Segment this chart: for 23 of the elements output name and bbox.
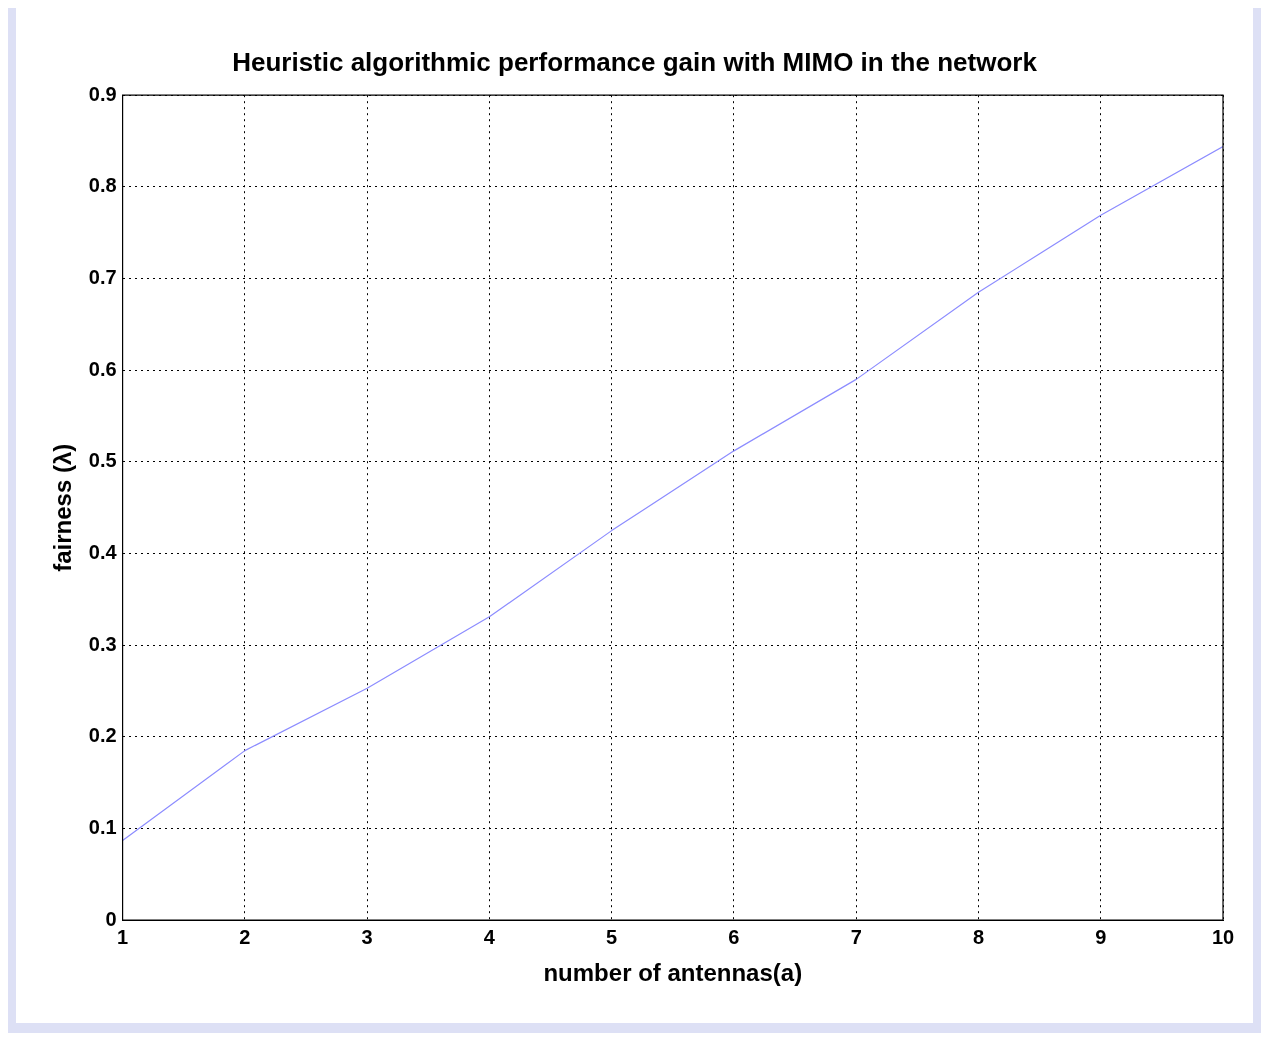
x-axis-title: number of antennas(a) bbox=[543, 959, 803, 987]
x-tick-label: 6 bbox=[728, 925, 740, 948]
x-tick-label: 5 bbox=[606, 925, 618, 948]
y-tick-label: 0.3 bbox=[88, 632, 117, 655]
y-tick-label: 0.2 bbox=[88, 724, 117, 747]
y-tick-label: 0.4 bbox=[88, 541, 118, 564]
chart-title: Heuristic algorithmic performance gain with MIMO in the network bbox=[232, 46, 1038, 77]
y-tick-label: 0.5 bbox=[88, 449, 117, 472]
x-tick-label: 10 bbox=[1211, 925, 1235, 948]
y-tick-label: 0.9 bbox=[88, 82, 117, 105]
y-tick-label: 0.6 bbox=[88, 357, 117, 380]
y-tick-label: 0 bbox=[105, 907, 117, 930]
y-tick-label: 0.7 bbox=[88, 266, 117, 289]
x-tick-label: 4 bbox=[483, 925, 496, 948]
y-axis-title: fairness (λ) bbox=[49, 443, 77, 572]
x-tick-label: 1 bbox=[117, 925, 129, 948]
x-tick-label: 3 bbox=[361, 925, 373, 948]
x-tick-label: 8 bbox=[972, 925, 985, 948]
x-tick-label: 2 bbox=[239, 925, 251, 948]
x-tick-label: 9 bbox=[1095, 925, 1107, 948]
y-tick-label: 0.8 bbox=[88, 174, 117, 197]
x-tick-label: 7 bbox=[850, 925, 862, 948]
y-tick-label: 0.1 bbox=[88, 816, 117, 839]
